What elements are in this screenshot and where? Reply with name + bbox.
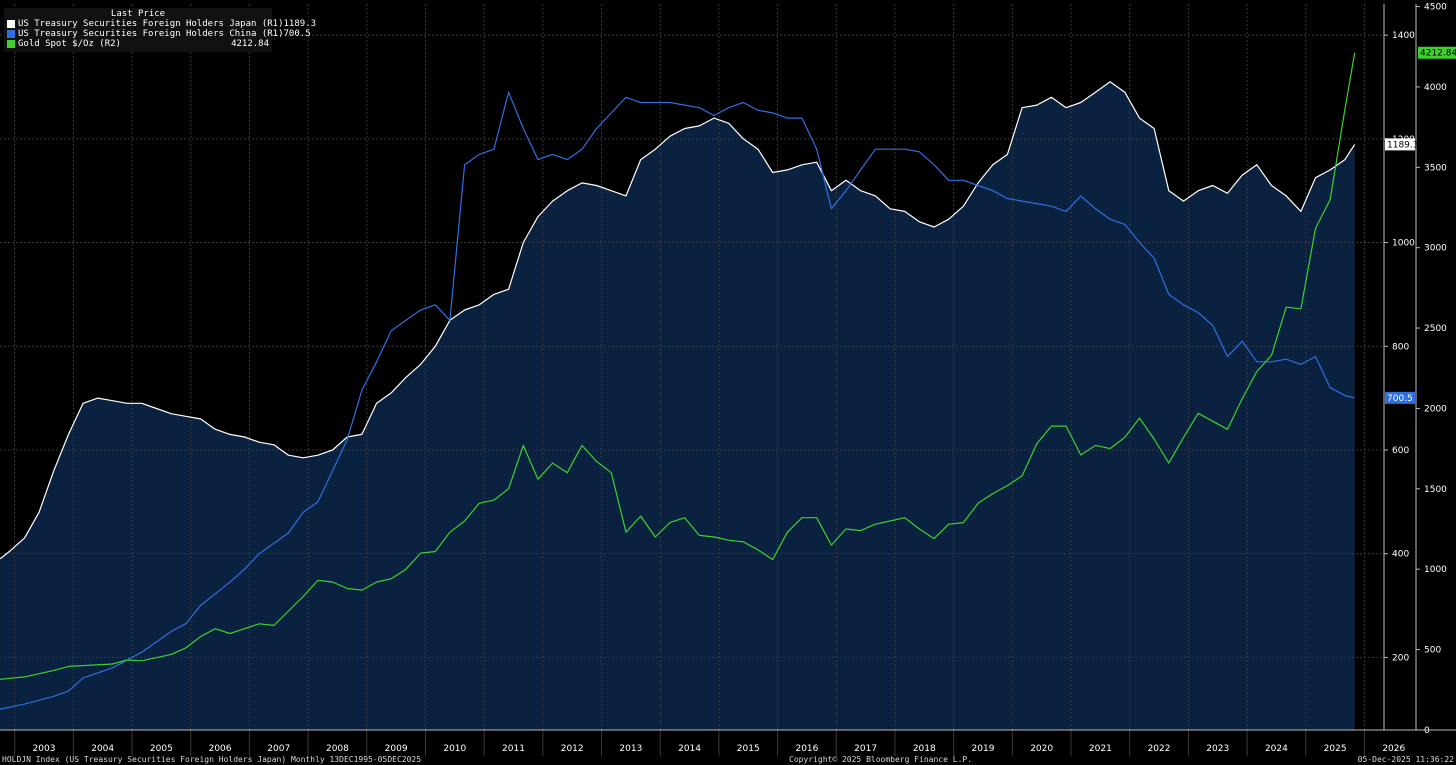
x-tick-label: 2003 — [33, 744, 56, 754]
r1-tick-label: 800 — [1392, 342, 1409, 352]
legend-swatch-japan — [7, 20, 15, 28]
x-tick-label: 2016 — [795, 744, 818, 754]
end-label-china: 700.5 — [1387, 394, 1413, 404]
x-tick-label: 2012 — [561, 744, 584, 754]
x-tick-label: 2023 — [1206, 744, 1229, 754]
x-tick-label: 2020 — [1030, 744, 1053, 754]
legend: Last Price US Treasury Securities Foreig… — [4, 8, 316, 52]
r1-tick-label: 1000 — [1392, 239, 1415, 249]
legend-item-gold: Gold Spot $/Oz (R2) 4212.84 — [7, 39, 269, 49]
x-tick-label: 2022 — [1148, 744, 1171, 754]
footer-security-description: HOLDJN Index (US Treasury Securities For… — [2, 755, 422, 764]
legend-header: Last Price — [110, 9, 166, 19]
fill-layer — [0, 81, 1355, 731]
series-fill-0 — [0, 81, 1355, 731]
axes: 2003 2004 2005 2006 2007 2008 2009 2010 2011 2012… — [0, 3, 1456, 756]
x-tick-label: 2013 — [619, 744, 642, 754]
gridlines — [0, 4, 1384, 730]
x-tick-label: 2017 — [854, 744, 877, 754]
x-tick-label: 2009 — [385, 744, 408, 754]
r1-tick-label: 1400 — [1392, 31, 1415, 41]
r2-tick-label: 1000 — [1424, 565, 1447, 575]
x-tick-label: 2024 — [1265, 744, 1288, 754]
r1-tick-label: 600 — [1392, 446, 1409, 456]
legend-value-gold: 4212.84 — [231, 39, 269, 49]
legend-label-gold: Gold Spot $/Oz (R2) — [18, 39, 121, 49]
end-label-bg-japan — [1385, 138, 1415, 151]
x-tick-label: 2026 — [1382, 744, 1405, 754]
footer-timestamp: 05-Dec-2025 11:36:22 — [1357, 755, 1454, 764]
x-tick-label: 2004 — [91, 744, 114, 754]
r2-tick-label: 3500 — [1424, 163, 1447, 173]
x-tick-label: 2011 — [502, 744, 525, 754]
legend-label-china: US Treasury Securities Foreign Holders C… — [18, 29, 284, 39]
series-line-2 — [0, 52, 1356, 680]
r2-tick-label: 2000 — [1424, 404, 1447, 414]
legend-value-japan: 1189.3 — [283, 19, 317, 29]
end-label-gold: 4212.84 — [1420, 49, 1456, 59]
r2-tick-label: 4500 — [1424, 3, 1447, 13]
x-tick-label: 2006 — [209, 744, 232, 754]
end-label-bg-gold — [1418, 46, 1456, 59]
x-tick-label: 2007 — [267, 744, 290, 754]
r2-tick-label: 4000 — [1424, 83, 1447, 93]
x-tick-label: 2019 — [972, 744, 995, 754]
series-line-1 — [0, 91, 1355, 710]
legend-label-japan: US Treasury Securities Foreign Holders J… — [18, 19, 284, 29]
r1-tick-label: 400 — [1392, 550, 1409, 560]
series-line-0 — [0, 81, 1356, 560]
r2-tick-label: 0 — [1424, 726, 1430, 736]
end-label-japan: 1189.3 — [1387, 140, 1419, 150]
r2-tick-label: 1500 — [1424, 485, 1447, 495]
footer: HOLDJN Index (US Treasury Securities For… — [0, 754, 1456, 765]
x-tick-label: 2010 — [443, 744, 466, 754]
x-tick-label: 2018 — [913, 744, 936, 754]
x-tick-label: 2014 — [678, 744, 701, 754]
x-tick-label: 2008 — [326, 744, 349, 754]
series-lines — [0, 52, 1356, 710]
x-tick-label: 2005 — [150, 744, 173, 754]
r2-tick-label: 500 — [1424, 646, 1441, 656]
x-tick-label: 2021 — [1089, 744, 1112, 754]
end-labels: 1189.3 700.5 4212.84 — [1385, 46, 1456, 404]
r1-tick-label: 200 — [1392, 653, 1409, 663]
legend-swatch-gold — [7, 40, 15, 48]
r2-tick-label: 3000 — [1424, 244, 1447, 254]
legend-swatch-china — [7, 30, 15, 38]
end-label-bg-china — [1385, 391, 1415, 404]
x-tick-label: 2025 — [1324, 744, 1347, 754]
r2-tick-label: 2500 — [1424, 324, 1447, 334]
x-tick-label: 2015 — [737, 744, 760, 754]
footer-copyright: Copyright© 2025 Bloomberg Finance L.P. — [789, 755, 973, 764]
legend-item-china: US Treasury Securities Foreign Holders C… — [7, 29, 311, 39]
legend-item-japan: US Treasury Securities Foreign Holders J… — [7, 19, 316, 29]
legend-value-china: 700.5 — [283, 29, 311, 39]
